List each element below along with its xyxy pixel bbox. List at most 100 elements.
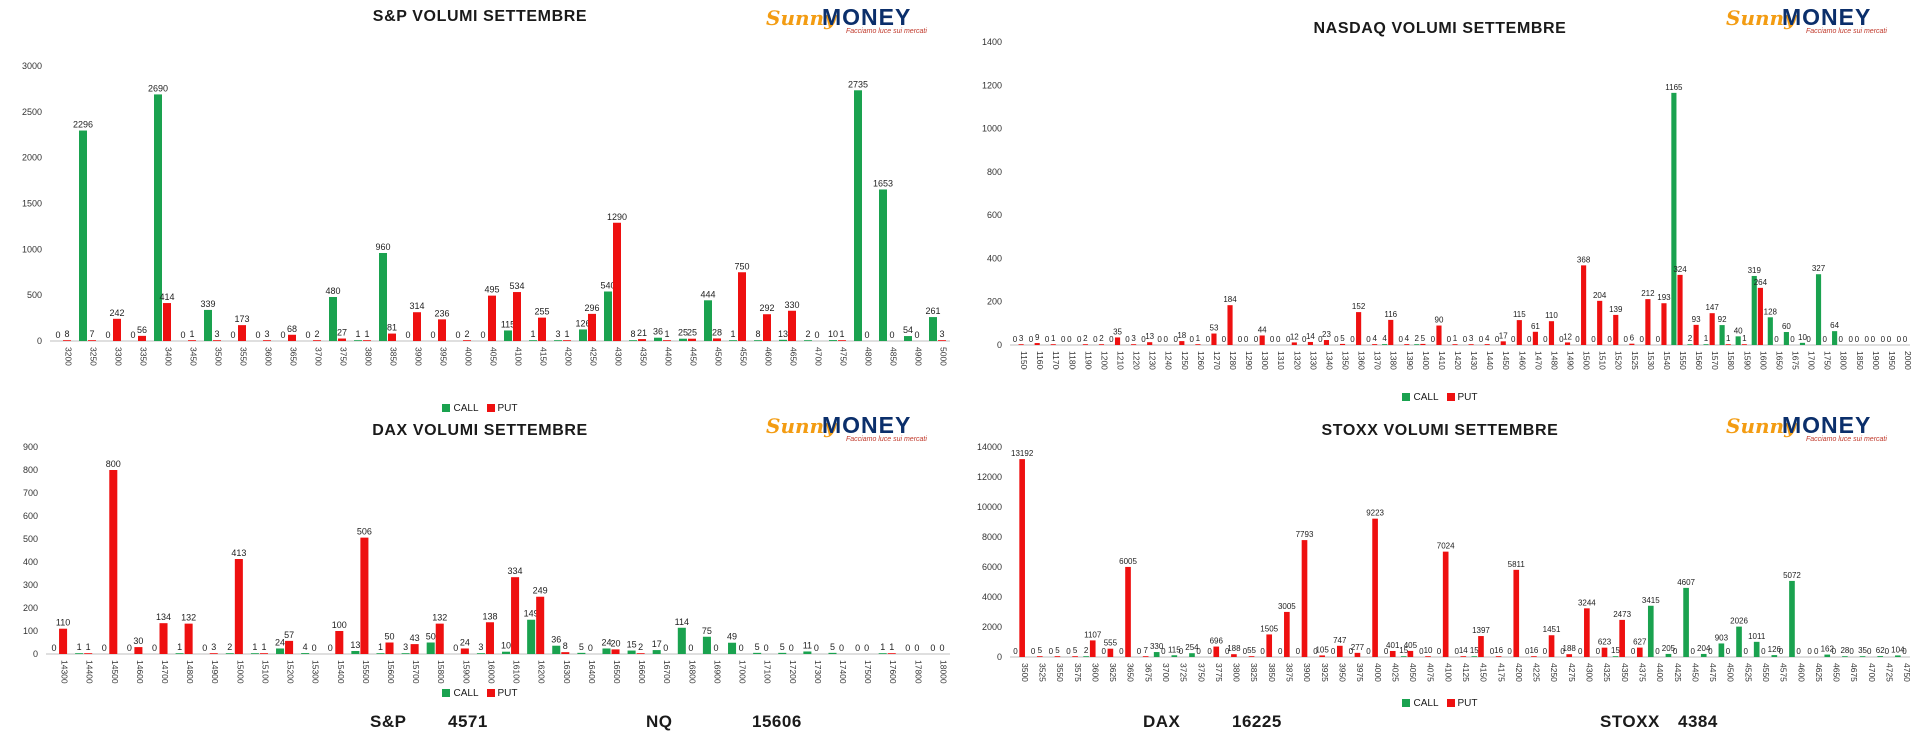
stoxx-ytick-label: 6000 xyxy=(982,562,1002,572)
stoxx-put-data-label: 7 xyxy=(1143,646,1148,655)
dax-call-data-label: 4 xyxy=(303,642,308,652)
stoxx-xtick-label: 3625 xyxy=(1108,663,1118,682)
nasdaq-call-data-label: 0 xyxy=(1125,335,1130,344)
sp-put-data-label: 1 xyxy=(564,329,569,339)
dax-call-bar xyxy=(376,653,385,654)
stoxx-call-data-label: 15 xyxy=(1611,646,1620,655)
stoxx-put-data-label: 105 xyxy=(1315,645,1329,654)
nasdaq-call-data-label: 40 xyxy=(1734,326,1743,335)
nasdaq-call-data-label: 0 xyxy=(1077,335,1082,344)
stoxx-call-data-label: 62 xyxy=(1876,646,1885,655)
nasdaq-put-data-label: 13 xyxy=(1145,332,1154,341)
stoxx-put-data-label: 1397 xyxy=(1472,626,1490,635)
nasdaq-put-data-label: 368 xyxy=(1577,255,1591,264)
stoxx-xtick-label: 3675 xyxy=(1143,663,1153,682)
stoxx-put-data-label: 623 xyxy=(1598,638,1612,647)
dax-xtick-label: 15300 xyxy=(311,660,321,684)
stoxx-call-data-label: 28 xyxy=(1840,646,1849,655)
stoxx-put-data-label: 3005 xyxy=(1278,602,1296,611)
stoxx-put-bar xyxy=(1478,636,1484,657)
sp-put-bar xyxy=(313,340,321,341)
dax-call-bar xyxy=(301,653,310,654)
nasdaq-put-bar xyxy=(1500,341,1506,345)
dax-xtick-label: 15200 xyxy=(286,660,296,684)
sp-call-data-label: 126 xyxy=(575,318,590,328)
dax-xtick-label: 15700 xyxy=(411,660,421,684)
dax-call-bar xyxy=(803,651,812,654)
dax-call-data-label: 17 xyxy=(652,639,662,649)
nasdaq-xtick-label: 16750 xyxy=(1790,351,1800,370)
stoxx-xtick-label: 4250 xyxy=(1549,663,1559,682)
nasdaq-put-data-label: 90 xyxy=(1435,316,1444,325)
sp-xtick-label: 4050 xyxy=(489,347,499,366)
sp-put-data-label: 81 xyxy=(387,323,397,333)
sunnymoney-logo: Sunny MONEY Facciamo luce sui mercati xyxy=(1726,4,1887,35)
dax-put-bar xyxy=(536,596,545,654)
dax-put-data-label: 132 xyxy=(432,613,447,623)
stoxx-call-data-label: 2 xyxy=(1084,646,1089,655)
nasdaq-put-bar xyxy=(1195,344,1201,345)
sp-call-data-label: 960 xyxy=(375,242,390,252)
footer-stoxx-value: 4384 xyxy=(1678,712,1718,731)
dax-put-bar xyxy=(109,470,118,654)
nasdaq-call-data-label: 0 xyxy=(1286,335,1291,344)
nasdaq-call-bar xyxy=(1382,344,1388,345)
stoxx-put-data-label: 188 xyxy=(1563,644,1577,653)
nasdaq-ytick-label: 0 xyxy=(997,340,1002,350)
nasdaq-call-data-label: 0 xyxy=(1061,335,1066,344)
nasdaq-xtick-label: 12200 xyxy=(1132,351,1142,370)
stoxx-xtick-label: 3575 xyxy=(1073,663,1083,682)
dax-ytick-label: 500 xyxy=(23,534,38,544)
stoxx-put-data-label: 0 xyxy=(1743,647,1748,656)
dax-put-data-label: 0 xyxy=(688,643,693,653)
sp-put-bar xyxy=(788,310,796,341)
dax-call-data-label: 0 xyxy=(127,643,132,653)
nasdaq-call-data-label: 4 xyxy=(1382,334,1387,343)
nasdaq-call-data-label: 0 xyxy=(1093,335,1098,344)
sp-call-data-label: 0 xyxy=(480,330,485,340)
nasdaq-ytick-label: 200 xyxy=(987,297,1002,307)
nasdaq-put-data-label: 110 xyxy=(1545,311,1558,320)
sp-call-data-label: 0 xyxy=(405,330,410,340)
sp-call-data-label: 0 xyxy=(55,330,60,340)
nasdaq-xtick-label: 13700 xyxy=(1373,351,1383,370)
dax-call-data-label: 5 xyxy=(579,642,584,652)
nasdaq-call-data-label: 0 xyxy=(1334,335,1339,344)
stoxx-call-data-label: 0 xyxy=(1313,647,1318,656)
sp-put-bar xyxy=(388,333,396,341)
stoxx-put-data-label: 747 xyxy=(1333,636,1347,645)
stoxx-put-bar xyxy=(1054,656,1061,657)
sp-put-bar xyxy=(488,295,496,341)
sp-call-bar xyxy=(704,300,712,341)
dax-xtick-label: 17400 xyxy=(838,660,848,684)
dax-legend-swatch xyxy=(486,689,495,697)
nasdaq-put-bar xyxy=(1227,305,1233,345)
nasdaq-call-data-label: 10 xyxy=(1798,333,1807,342)
stoxx-xtick-label: 4425 xyxy=(1673,663,1683,682)
dax-xtick-label: 17200 xyxy=(788,660,798,684)
stoxx-call-data-label: 0 xyxy=(1243,647,1248,656)
sp-put-data-label: 28 xyxy=(712,327,722,337)
sp-put-bar xyxy=(638,339,646,341)
sp-put-data-label: 27 xyxy=(337,328,347,338)
stoxx-call-bar xyxy=(1647,605,1654,657)
dax-put-data-label: 20 xyxy=(611,638,621,648)
stoxx-put-bar xyxy=(1107,648,1114,657)
sp-call-bar xyxy=(329,297,337,341)
nasdaq-put-bar xyxy=(1709,313,1715,345)
sp-call-bar xyxy=(679,338,687,341)
sp-put-data-label: 0 xyxy=(814,330,819,340)
stoxx-put-data-label: 0 xyxy=(1726,647,1731,656)
sp-xtick-label: 4900 xyxy=(914,347,924,366)
nasdaq-put-data-label: 12 xyxy=(1290,332,1299,341)
stoxx-xtick-label: 3650 xyxy=(1126,663,1136,682)
stoxx-call-bar xyxy=(1789,580,1795,657)
nasdaq-xtick-label: 15300 xyxy=(1646,351,1656,370)
dax-xtick-label: 17500 xyxy=(863,660,873,684)
nasdaq-put-bar xyxy=(1404,344,1410,345)
nasdaq-call-bar xyxy=(1815,274,1822,345)
dax-put-data-label: 1 xyxy=(86,642,91,652)
nasdaq-call-bar xyxy=(1783,332,1789,345)
stoxx-call-data-label: 0 xyxy=(1578,647,1583,656)
sp-legend-swatch xyxy=(442,404,451,412)
